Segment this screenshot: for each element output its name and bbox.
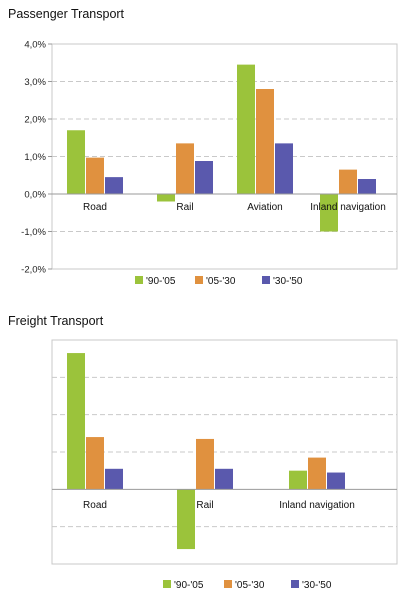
legend-swatch <box>291 580 299 588</box>
bar-road-2 <box>105 177 123 194</box>
y-tick-label: 2,0% <box>24 115 46 126</box>
bar-road-2 <box>105 468 123 490</box>
legend-swatch <box>262 276 270 284</box>
legend-label: '05-'30 <box>206 276 236 287</box>
category-label: Road <box>83 202 107 213</box>
bar-rail-1 <box>196 438 214 490</box>
bar-inland-navigation-0 <box>289 470 307 490</box>
category-label: Rail <box>196 500 213 511</box>
bar-rail-1 <box>176 143 194 194</box>
legend-swatch <box>135 276 143 284</box>
category-label: Rail <box>176 202 193 213</box>
legend-label: '90-'05 <box>174 580 204 591</box>
bar-road-0 <box>67 130 85 194</box>
bar-rail-2 <box>215 468 233 490</box>
legend-swatch <box>163 580 171 588</box>
y-tick-label: 4,0% <box>24 40 46 51</box>
bar-road-0 <box>67 353 85 490</box>
legend-swatch <box>195 276 203 284</box>
bar-inland-navigation-1 <box>339 169 357 194</box>
bar-rail-2 <box>195 161 213 194</box>
legend-label: '90-'05 <box>146 276 176 287</box>
category-label: Aviation <box>247 202 282 213</box>
y-tick-label: -1,0% <box>21 227 46 238</box>
bar-road-1 <box>86 157 104 194</box>
bar-inland-navigation-0 <box>320 194 338 232</box>
bar-rail-0 <box>177 489 195 550</box>
bar-aviation-1 <box>256 89 274 194</box>
category-label: Road <box>83 500 107 511</box>
bar-rail-0 <box>157 194 175 202</box>
y-tick-label: -2,0% <box>21 265 46 276</box>
legend-label: '30-'50 <box>273 276 303 287</box>
bar-aviation-2 <box>275 143 293 194</box>
legend-label: '30-'50 <box>302 580 332 591</box>
legend-swatch <box>224 580 232 588</box>
passenger-chart-title: Passenger Transport <box>8 7 125 21</box>
legend-label: '05-'30 <box>235 580 265 591</box>
freight-chart-title: Freight Transport <box>8 314 104 328</box>
bar-inland-navigation-1 <box>308 457 326 490</box>
y-tick-label: 0,0% <box>24 190 46 201</box>
bar-aviation-0 <box>237 64 255 194</box>
y-tick-label: 3,0% <box>24 77 46 88</box>
y-tick-label: 1,0% <box>24 152 46 163</box>
bar-road-1 <box>86 437 104 490</box>
category-label: Inland navigation <box>310 202 386 213</box>
bar-inland-navigation-2 <box>327 472 345 490</box>
bar-inland-navigation-2 <box>358 179 376 194</box>
category-label: Inland navigation <box>279 500 355 511</box>
